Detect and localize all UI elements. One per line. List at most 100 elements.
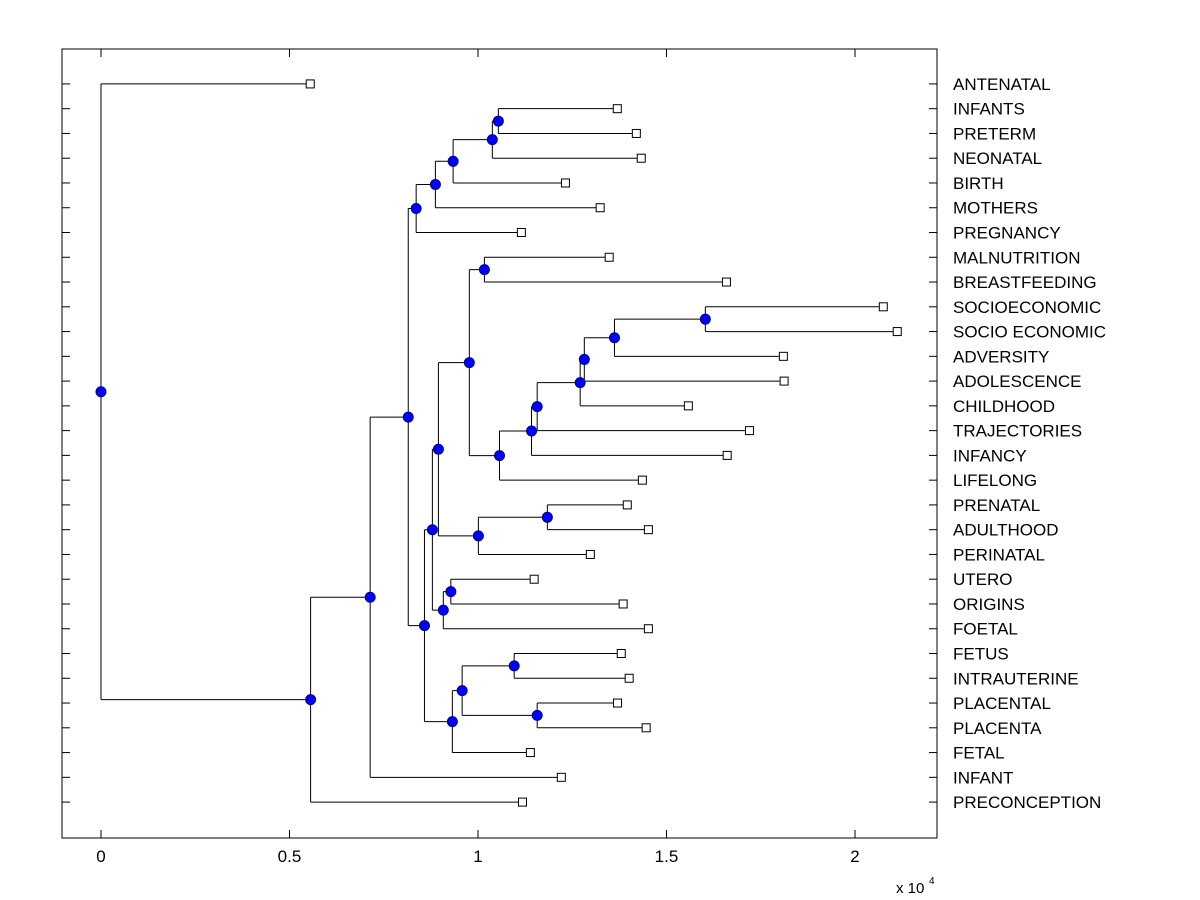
x-tick-label: 0 xyxy=(96,847,105,866)
leaf-marker xyxy=(744,426,754,436)
node-marker xyxy=(305,694,317,706)
leaf-marker xyxy=(612,104,622,114)
leaf-marker xyxy=(643,624,653,634)
leaf-label: PRECONCEPTION xyxy=(953,793,1101,812)
leaf-label: INTRAUTERINE xyxy=(953,669,1079,688)
node-marker xyxy=(364,591,376,603)
leaf-marker xyxy=(778,351,788,361)
node-marker xyxy=(418,620,430,632)
node-marker xyxy=(472,530,484,542)
leaf-marker xyxy=(305,79,315,89)
leaf-label: MOTHERS xyxy=(953,199,1038,218)
leaf-label: FETUS xyxy=(953,645,1009,664)
node-marker xyxy=(486,134,498,146)
leaf-label: ADULTHOOD xyxy=(953,521,1058,540)
node-marker xyxy=(492,115,504,127)
leaf-label: PERINATAL xyxy=(953,545,1045,564)
leaf-marker xyxy=(878,302,888,312)
node-marker xyxy=(508,660,520,672)
leaf-marker xyxy=(683,401,693,411)
node-marker xyxy=(402,411,414,423)
leaf-marker xyxy=(721,277,731,287)
x-tick-label: 1.5 xyxy=(655,847,679,866)
leaf-label: TRAJECTORIES xyxy=(953,422,1082,441)
x-multiplier-exponent: 4 xyxy=(929,876,935,887)
leaf-label: PLACENTAL xyxy=(953,694,1051,713)
leaf-marker xyxy=(585,549,595,559)
plot-frame xyxy=(61,48,938,839)
leaf-label: INFANT xyxy=(953,768,1013,787)
leaf-marker xyxy=(517,797,527,807)
leaf-marker xyxy=(637,475,647,485)
leaf-label: NEONATAL xyxy=(953,149,1042,168)
leaf-marker xyxy=(643,525,653,535)
x-tick-labels: 0 0.5 1 1.5 2 xyxy=(96,847,859,866)
leaf-marker xyxy=(560,178,570,188)
axis-ticks xyxy=(62,49,937,838)
leaf-marker xyxy=(604,252,614,262)
leaf-marker xyxy=(631,128,641,138)
x-multiplier-label: x 10 xyxy=(896,880,924,897)
leaf-label: SOCIO ECONOMIC xyxy=(953,323,1106,342)
node-marker xyxy=(578,353,590,365)
x-tick-label: 0.5 xyxy=(278,847,302,866)
leaf-marker xyxy=(616,649,626,659)
node-marker xyxy=(526,425,538,437)
leaf-label: ANTENATAL xyxy=(953,75,1051,94)
x-tick-label: 2 xyxy=(850,847,859,866)
leaf-label: LIFELONG xyxy=(953,471,1037,490)
node-marker xyxy=(541,511,553,523)
node-marker xyxy=(463,357,475,369)
leaf-label: MALNUTRITION xyxy=(953,248,1081,267)
leaf-label: ADOLESCENCE xyxy=(953,372,1081,391)
node-marker xyxy=(493,450,505,462)
node-marker xyxy=(429,179,441,191)
leaf-marker xyxy=(722,450,732,460)
node-marker xyxy=(445,586,457,598)
leaf-marker xyxy=(525,748,535,758)
node-marker xyxy=(478,264,490,276)
leaf-marker xyxy=(636,153,646,163)
node-markers xyxy=(95,115,711,728)
node-marker xyxy=(531,709,543,721)
leaf-marker xyxy=(612,698,622,708)
leaf-label: SOCIOECONOMIC xyxy=(953,298,1101,317)
leaf-marker xyxy=(516,228,526,238)
node-marker xyxy=(410,203,422,215)
leaf-label: BREASTFEEDING xyxy=(953,273,1097,292)
leaf-marker xyxy=(556,772,566,782)
leaf-marker xyxy=(618,599,628,609)
leaf-label: FETAL xyxy=(953,744,1005,763)
leaf-marker xyxy=(622,500,632,510)
leaf-label: PRETERM xyxy=(953,124,1036,143)
leaf-marker xyxy=(641,723,651,733)
node-marker xyxy=(699,313,711,325)
x-tick-label: 1 xyxy=(473,847,482,866)
leaf-marker xyxy=(529,574,539,584)
node-marker xyxy=(531,401,543,413)
leaf-marker xyxy=(624,673,634,683)
node-marker xyxy=(574,377,586,389)
node-marker xyxy=(608,332,620,344)
node-marker xyxy=(432,443,444,455)
leaf-label: INFANTS xyxy=(953,100,1025,119)
leaf-label: BIRTH xyxy=(953,174,1004,193)
leaf-marker xyxy=(892,327,902,337)
node-marker xyxy=(456,685,468,697)
leaf-label: CHILDHOOD xyxy=(953,397,1055,416)
leaf-label: ADVERSITY xyxy=(953,347,1049,366)
leaf-label: UTERO xyxy=(953,570,1013,589)
leaf-labels: ANTENATAL INFANTS PRETERM NEONATAL BIRTH MOTH… xyxy=(953,75,1106,812)
node-marker xyxy=(446,716,458,728)
leaf-label: PREGNANCY xyxy=(953,224,1061,243)
leaf-markers xyxy=(305,79,902,807)
node-marker xyxy=(437,604,449,616)
leaf-label: PLACENTA xyxy=(953,719,1042,738)
leaf-label: INFANCY xyxy=(953,446,1027,465)
leaf-label: ORIGINS xyxy=(953,595,1025,614)
node-marker xyxy=(447,155,459,167)
leaf-label: PRENATAL xyxy=(953,496,1040,515)
node-marker xyxy=(426,524,438,536)
